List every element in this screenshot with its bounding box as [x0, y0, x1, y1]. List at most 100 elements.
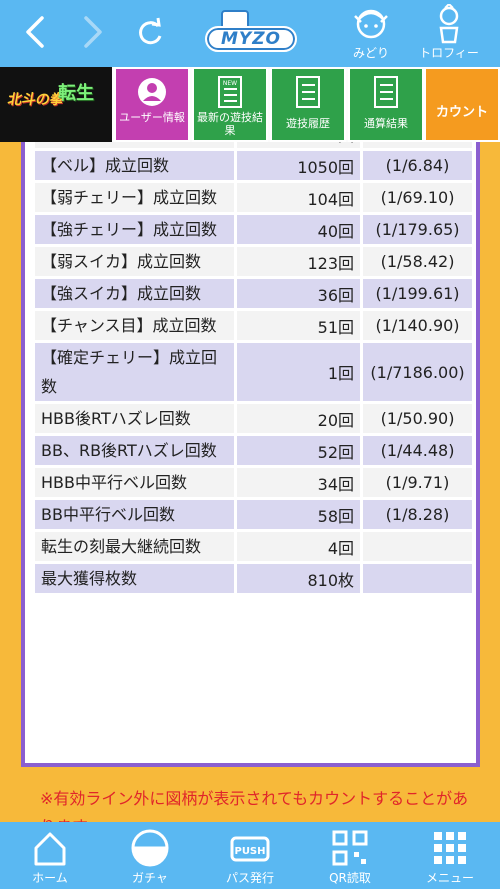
stat-name-cell: 【ベル】成立回数	[35, 151, 234, 180]
table-row: 【ベル】成立回数 1050回 (1/6.84)	[35, 151, 472, 180]
table-row: 【弱チェリー】成立回数 104回 (1/69.10)	[35, 183, 472, 212]
stat-ratio-cell: (1/9.71)	[363, 468, 472, 497]
stat-name-cell: 【強スイカ】成立回数	[35, 279, 234, 308]
tab-total-results-label: 通算結果	[364, 117, 408, 130]
stat-ratio-cell: (1/6.84)	[363, 151, 472, 180]
nav-gacha[interactable]: ガチャ	[105, 828, 195, 886]
stat-count-cell: 123回	[236, 247, 361, 276]
stat-name-cell: BB中平行ベル回数	[35, 500, 234, 529]
midori-button[interactable]: みどり	[336, 4, 406, 64]
stat-name-cell: 転生の刻最大継続回数	[35, 532, 234, 561]
stat-name-cell: HBB中平行ベル回数	[35, 468, 234, 497]
nav-home-label: ホーム	[32, 871, 68, 885]
stat-count-cell: 1050回	[236, 151, 361, 180]
banner-subtitle: 転生	[58, 83, 94, 104]
trophy-label: トロフィー	[419, 46, 479, 60]
stat-count-cell: 810枚	[236, 564, 361, 593]
stat-ratio-cell: (1/50.90)	[363, 404, 472, 433]
table-row: BB中平行ベル回数 58回 (1/8.28)	[35, 500, 472, 529]
stat-name-cell: 【弱スイカ】成立回数	[35, 247, 234, 276]
stat-ratio-cell: (1/44.48)	[363, 436, 472, 465]
stat-ratio-cell: (1/199.61)	[363, 279, 472, 308]
banner-title: 北斗の拳	[6, 92, 66, 108]
sub-header: 北斗の拳 転生 ユーザー情報 NEW 最新の遊技結果 遊技履歴 通算結果 カウン…	[0, 67, 500, 142]
midori-character-icon	[349, 4, 393, 44]
tab-user-info[interactable]: ユーザー情報	[114, 67, 190, 142]
tab-latest-results[interactable]: NEW 最新の遊技結果	[192, 67, 268, 142]
trophy-button[interactable]: トロフィー	[414, 2, 484, 64]
table-row: 【強チェリー】成立回数 40回 (1/179.65)	[35, 215, 472, 244]
reload-icon[interactable]	[132, 12, 168, 52]
document-new-icon: NEW	[215, 75, 245, 109]
table-row: 【強スイカ】成立回数 36回 (1/199.61)	[35, 279, 472, 308]
table-row: HBB中平行ベル回数 34回 (1/9.71)	[35, 468, 472, 497]
stat-name-cell: HBB後RTハズレ回数	[35, 404, 234, 433]
stat-ratio-cell: (1/69.10)	[363, 183, 472, 212]
stat-name-cell: 最大獲得枚数	[35, 564, 234, 593]
stat-name-cell: 【強チェリー】成立回数	[35, 215, 234, 244]
nav-menu[interactable]: メニュー	[405, 828, 495, 886]
table-row: 転生の刻最大継続回数 4回	[35, 532, 472, 561]
stat-name-cell: 【チャンス目】成立回数	[35, 311, 234, 340]
count-label: カウント	[435, 105, 488, 120]
count-button[interactable]: カウント	[424, 67, 500, 142]
nav-home[interactable]: ホーム	[5, 828, 95, 886]
tab-play-history-label: 遊技履歴	[286, 117, 330, 130]
top-navigation-bar: MYZO みどり トロフィー	[0, 0, 500, 67]
stat-ratio-cell: (1/8.28)	[363, 500, 472, 529]
stat-ratio-cell: (1/443.12)	[363, 142, 472, 148]
nav-pass-issue[interactable]: PUSH パス発行	[205, 828, 295, 886]
stats-card: 【RB】成立回数43回(1/443.12) 【ベル】成立回数1050回(1/6.8…	[21, 142, 480, 767]
stat-ratio-cell	[363, 564, 472, 593]
stat-count-cell: 43回	[236, 142, 361, 148]
stat-ratio-cell	[363, 532, 472, 561]
gacha-capsule-icon	[130, 828, 170, 868]
table-row: 【チャンス目】成立回数 51回 (1/140.90)	[35, 311, 472, 340]
stat-count-cell: 4回	[236, 532, 361, 561]
stat-count-cell: 40回	[236, 215, 361, 244]
table-row: 【RB】成立回数43回(1/443.12)	[35, 142, 472, 148]
stat-ratio-cell: (1/140.90)	[363, 311, 472, 340]
stat-count-cell: 104回	[236, 183, 361, 212]
trophy-character-icon	[427, 2, 471, 44]
nav-qr-read[interactable]: QR読取	[305, 828, 395, 886]
table-row: BB、RB後RTハズレ回数 52回 (1/44.48)	[35, 436, 472, 465]
table-row: 【確定チェリー】成立回数 1回 (1/7186.00)	[35, 343, 472, 401]
stat-count-cell: 58回	[236, 500, 361, 529]
myzo-logo[interactable]: MYZO	[203, 10, 299, 56]
stat-count-cell: 20回	[236, 404, 361, 433]
push-button-icon: PUSH	[230, 828, 270, 868]
stat-count-cell: 1回	[236, 343, 361, 401]
table-row: 【弱スイカ】成立回数 123回 (1/58.42)	[35, 247, 472, 276]
stats-table: 【RB】成立回数43回(1/443.12) 【ベル】成立回数1050回(1/6.8…	[32, 142, 475, 596]
logo-text: MYZO	[205, 26, 297, 52]
stat-ratio-cell: (1/58.42)	[363, 247, 472, 276]
stat-name-cell: BB、RB後RTハズレ回数	[35, 436, 234, 465]
stat-count-cell: 34回	[236, 468, 361, 497]
back-arrow-icon[interactable]	[18, 12, 54, 52]
tab-play-history[interactable]: 遊技履歴	[270, 67, 346, 142]
stat-ratio-cell: (1/179.65)	[363, 215, 472, 244]
midori-label: みどり	[352, 46, 389, 60]
stat-ratio-cell: (1/7186.00)	[363, 343, 472, 401]
nav-pass-issue-label: パス発行	[225, 871, 274, 885]
table-row: 最大獲得枚数 810枚	[35, 564, 472, 593]
stat-name-cell: 【RB】成立回数	[35, 142, 234, 148]
stat-count-cell: 51回	[236, 311, 361, 340]
tab-latest-results-label: 最新の遊技結果	[197, 111, 263, 137]
new-badge: NEW	[223, 80, 237, 87]
nav-qr-read-label: QR読取	[329, 871, 371, 885]
grid-menu-icon	[430, 828, 470, 868]
tab-total-results[interactable]: 通算結果	[348, 67, 424, 142]
qr-code-icon	[330, 828, 370, 868]
game-banner[interactable]: 北斗の拳 転生	[0, 67, 112, 142]
stat-name-cell: 【弱チェリー】成立回数	[35, 183, 234, 212]
svg-text:PUSH: PUSH	[234, 846, 265, 857]
list-document-icon	[371, 75, 401, 109]
stat-count-cell: 36回	[236, 279, 361, 308]
bottom-navigation-bar: ホーム ガチャ PUSH パス発行 QR読取 メニュー	[0, 822, 500, 889]
stat-count-cell: 52回	[236, 436, 361, 465]
forward-arrow-icon[interactable]	[74, 12, 110, 52]
document-icon	[293, 75, 323, 109]
home-icon	[30, 828, 70, 868]
